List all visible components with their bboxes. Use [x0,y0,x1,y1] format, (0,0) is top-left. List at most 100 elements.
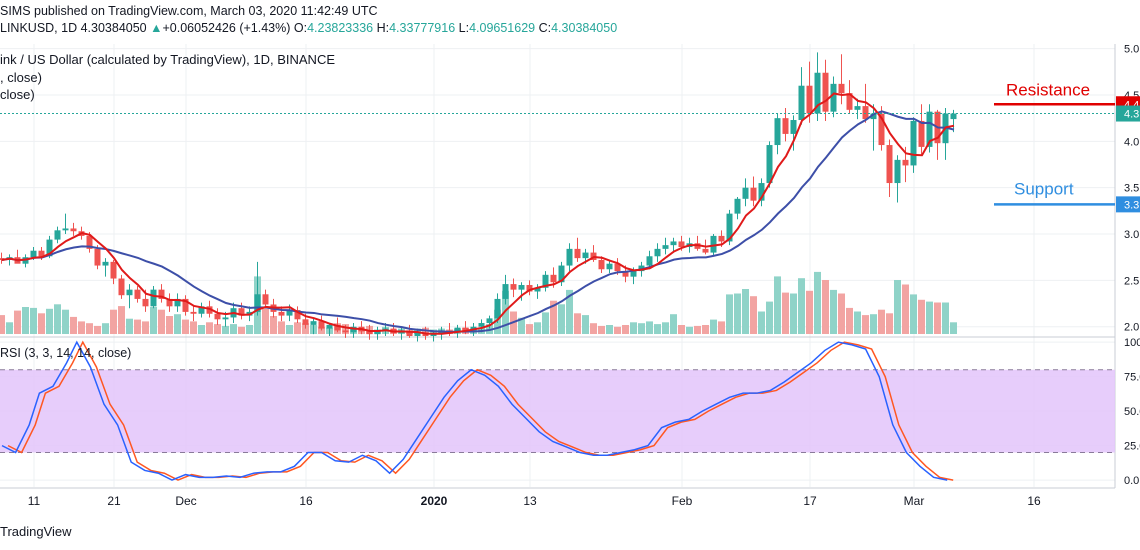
high-value: 4.33777916 [389,21,456,35]
volume-bar [134,319,141,334]
volume-bar [78,321,85,334]
volume-bar [782,292,789,334]
volume-bar [854,311,861,334]
candle-body [766,145,773,184]
volume-bar [214,324,221,334]
ma-slow-line [1,110,955,333]
candle-body [182,298,189,312]
price-tag-text: 4.3 [1124,109,1139,121]
candle-body [430,334,437,336]
volume-bar [566,289,573,334]
time-tick-label: 11 [28,494,41,508]
volume-bar [142,321,149,334]
publisher-line: SIMS published on TradingView.com, March… [0,4,378,18]
price-tick-label: 2.0 [1124,322,1139,334]
ma-slow-legend[interactable]: close) [0,87,35,102]
price-tick-label: 4.0 [1124,136,1139,148]
candle-body [486,318,493,324]
candle-body [62,228,69,231]
candle-body [342,330,349,333]
candle-body [526,285,533,292]
candle-body [910,120,917,166]
volume-bar [86,323,93,334]
ma-fast-legend[interactable]: , close) [0,70,42,85]
candle-body [950,113,957,120]
candle-body [878,113,885,146]
volume-bar [694,325,701,334]
volume-bar [294,322,301,334]
candle-body [86,235,93,249]
candle-body [870,113,877,120]
candle-body [318,321,325,329]
volume-bar [534,322,541,334]
candle-body [750,187,757,201]
price-candles[interactable] [0,52,957,342]
stoch-tick-label: 75.0 [1124,372,1140,384]
candle-body [462,327,469,331]
time-tick-label: Mar [904,494,925,508]
candle-body [734,198,741,214]
candle-body [406,330,413,336]
stoch-tick-label: 0.0 [1124,475,1139,487]
candle-body [806,85,813,114]
volume-bar [30,307,37,334]
volume-bar [118,306,125,334]
candle-body [534,287,541,292]
time-tick-label: 17 [803,494,817,508]
symbol-name[interactable]: LINKUSD, 1D [0,21,78,35]
candle-body [302,319,309,325]
candle-body [614,263,621,272]
candle-body [38,250,45,257]
volume-bar [302,323,309,334]
candle-body [702,248,709,253]
time-tick-label: 13 [523,494,537,508]
close-value: 4.30384050 [551,21,618,35]
volume-bar [670,314,677,334]
open-value: 4.23823336 [307,21,374,35]
time-tick-label: Dec [175,494,196,508]
low-label: L: [458,21,470,35]
volume-bar [286,325,293,334]
candle-body [566,248,573,266]
volume-bar [150,307,157,334]
volume-bar [206,322,213,334]
candle-body [238,308,245,316]
candle-body [542,274,549,288]
volume-bar [14,310,21,334]
candle-body [278,311,285,316]
volume-bar [934,302,941,334]
candle-body [118,278,125,296]
stoch-tick-label: 50.0 [1124,406,1140,418]
volume-bar [574,313,581,334]
stoch-rsi-legend[interactable]: RSI (3, 3, 14, 14, close) [0,346,132,360]
candle-body [198,306,205,314]
volume-bar [550,300,557,334]
time-axis[interactable]: 11 21 Dec 16 2020 13 Feb 17 Mar 16 [28,494,1041,508]
candle-body [646,256,653,266]
volume-bar [614,326,621,334]
volume-bar [46,308,53,334]
open-label: O: [293,21,308,35]
volume-bar [526,324,533,334]
candle-body [902,159,909,166]
volume-bar [158,309,165,334]
volume-bar [878,309,885,334]
volume-bar [230,324,237,334]
candle-body [630,271,637,277]
volume-bar [70,316,77,334]
candle-body [94,248,101,266]
volume-bar [926,301,933,334]
stoch-d-line [7,340,954,481]
series-legend-title[interactable]: ink / US Dollar (calculated by TradingVi… [0,52,335,67]
candle-body [454,327,461,332]
volume-bar [902,284,909,334]
candle-body [678,241,685,248]
candle-body [662,245,669,249]
volume-bar [686,326,693,334]
candle-body [830,83,837,112]
volume-bar [166,316,173,334]
price-axis[interactable]: 5.04.54.03.53.02.52.010075.050.025.00.04… [1116,44,1140,487]
volume-bar [174,314,181,334]
candle-body [846,93,853,110]
volume-bar [862,315,869,334]
